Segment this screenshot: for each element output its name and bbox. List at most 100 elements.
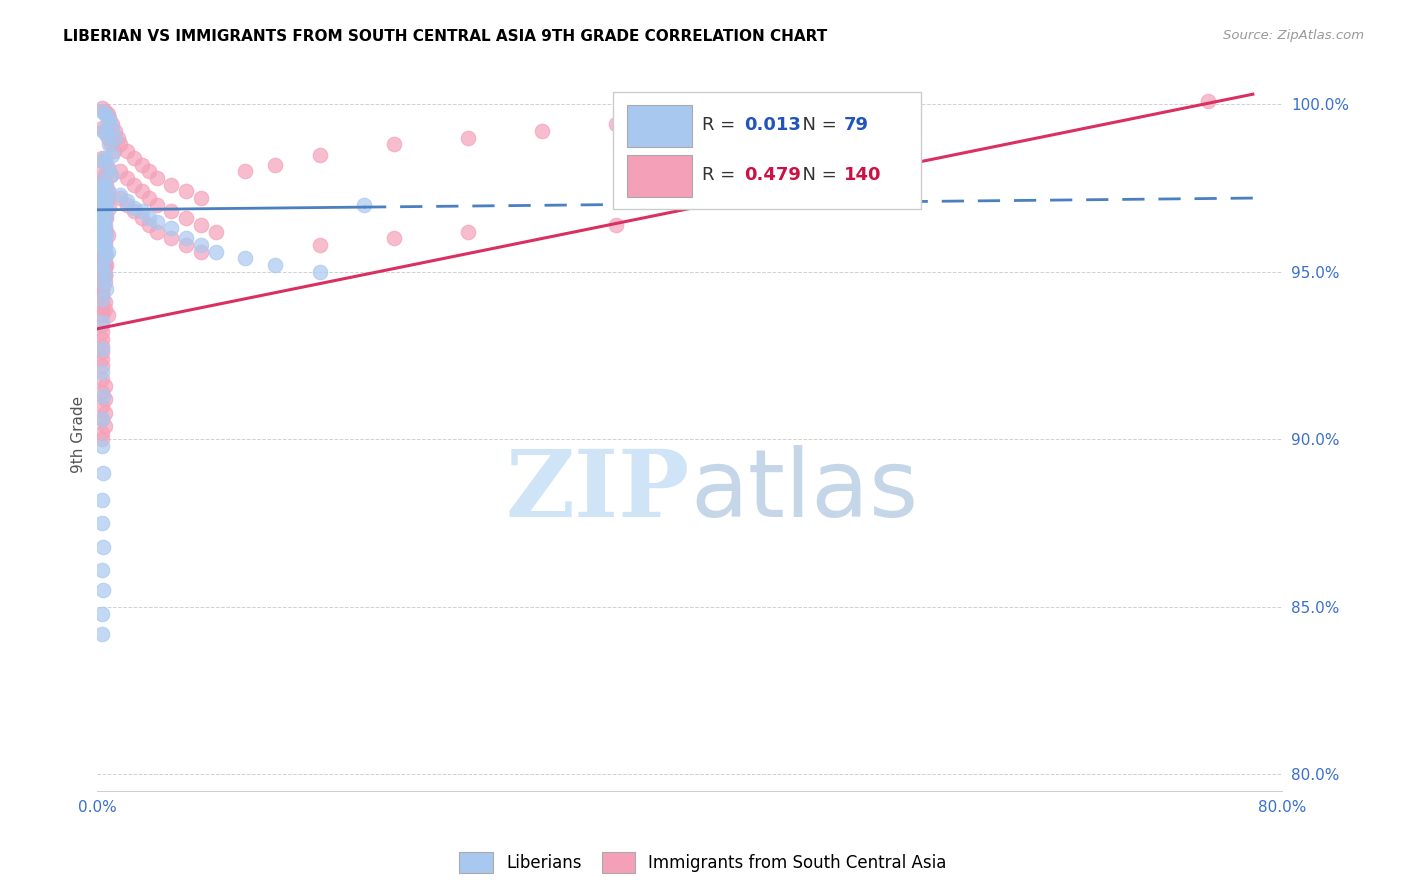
- Point: [90, 241, 112, 255]
- Point: [90, 342, 112, 356]
- Point: [96, 201, 118, 215]
- Point: [138, 211, 160, 226]
- Point: [90, 281, 112, 295]
- Point: [98, 137, 121, 152]
- Point: [91, 252, 114, 266]
- Point: [90, 120, 112, 135]
- Point: [94, 187, 117, 202]
- Point: [91, 191, 114, 205]
- Point: [138, 164, 160, 178]
- Point: [90, 359, 112, 373]
- Point: [94, 168, 117, 182]
- Point: [91, 187, 114, 202]
- Point: [94, 295, 117, 310]
- Point: [91, 583, 114, 598]
- Point: [90, 227, 112, 242]
- Point: [94, 406, 117, 420]
- Point: [94, 151, 117, 165]
- Point: [174, 211, 197, 226]
- Point: [90, 254, 112, 268]
- Point: [100, 137, 122, 152]
- Point: [97, 185, 120, 199]
- Text: ZIP: ZIP: [506, 446, 690, 536]
- Point: [94, 392, 117, 406]
- Point: [145, 214, 167, 228]
- Point: [145, 198, 167, 212]
- Point: [90, 218, 112, 232]
- Point: [104, 124, 127, 138]
- Point: [190, 244, 212, 259]
- Point: [90, 231, 112, 245]
- Point: [96, 227, 118, 242]
- Point: [605, 117, 627, 131]
- Point: [190, 191, 212, 205]
- Point: [91, 208, 114, 222]
- Point: [94, 211, 117, 226]
- Point: [90, 318, 112, 333]
- Point: [91, 235, 114, 249]
- Point: [97, 244, 120, 259]
- Point: [90, 372, 112, 386]
- Point: [94, 261, 117, 276]
- Point: [97, 309, 120, 323]
- Point: [124, 151, 146, 165]
- Point: [174, 185, 197, 199]
- Point: [174, 231, 197, 245]
- Point: [98, 111, 121, 125]
- Point: [94, 103, 117, 118]
- Point: [308, 147, 330, 161]
- Point: [91, 466, 114, 480]
- Y-axis label: 9th Grade: 9th Grade: [72, 396, 86, 473]
- Point: [90, 288, 112, 302]
- Point: [90, 412, 112, 426]
- Point: [94, 178, 117, 192]
- Point: [90, 241, 112, 255]
- Point: [90, 231, 112, 245]
- Point: [94, 244, 117, 259]
- Point: [90, 626, 112, 640]
- Point: [100, 168, 122, 182]
- Point: [174, 238, 197, 252]
- Point: [101, 147, 124, 161]
- Point: [96, 178, 118, 192]
- Point: [90, 221, 112, 235]
- Point: [160, 204, 183, 219]
- Point: [131, 157, 153, 171]
- Point: [94, 218, 117, 232]
- FancyBboxPatch shape: [627, 104, 692, 147]
- Point: [115, 198, 138, 212]
- Point: [90, 325, 112, 339]
- Point: [90, 261, 112, 276]
- Point: [108, 137, 131, 152]
- Point: [96, 211, 118, 226]
- Point: [90, 174, 112, 188]
- Point: [94, 208, 117, 222]
- Point: [457, 130, 479, 145]
- Point: [97, 191, 120, 205]
- Point: [90, 261, 112, 276]
- Point: [160, 178, 183, 192]
- Point: [91, 225, 114, 239]
- Point: [90, 154, 112, 169]
- Point: [108, 187, 131, 202]
- Point: [91, 204, 114, 219]
- Point: [160, 231, 183, 245]
- Point: [94, 185, 117, 199]
- Point: [90, 101, 112, 115]
- Point: [138, 218, 160, 232]
- Point: [97, 107, 120, 121]
- Point: [91, 214, 114, 228]
- Point: [97, 111, 120, 125]
- Point: [91, 211, 114, 226]
- Point: [103, 144, 125, 158]
- Point: [91, 174, 114, 188]
- Point: [264, 157, 287, 171]
- Point: [91, 194, 114, 209]
- Point: [96, 258, 118, 272]
- Point: [190, 218, 212, 232]
- Point: [90, 492, 112, 507]
- Point: [205, 225, 228, 239]
- Point: [94, 419, 117, 434]
- Point: [160, 221, 183, 235]
- Point: [98, 201, 121, 215]
